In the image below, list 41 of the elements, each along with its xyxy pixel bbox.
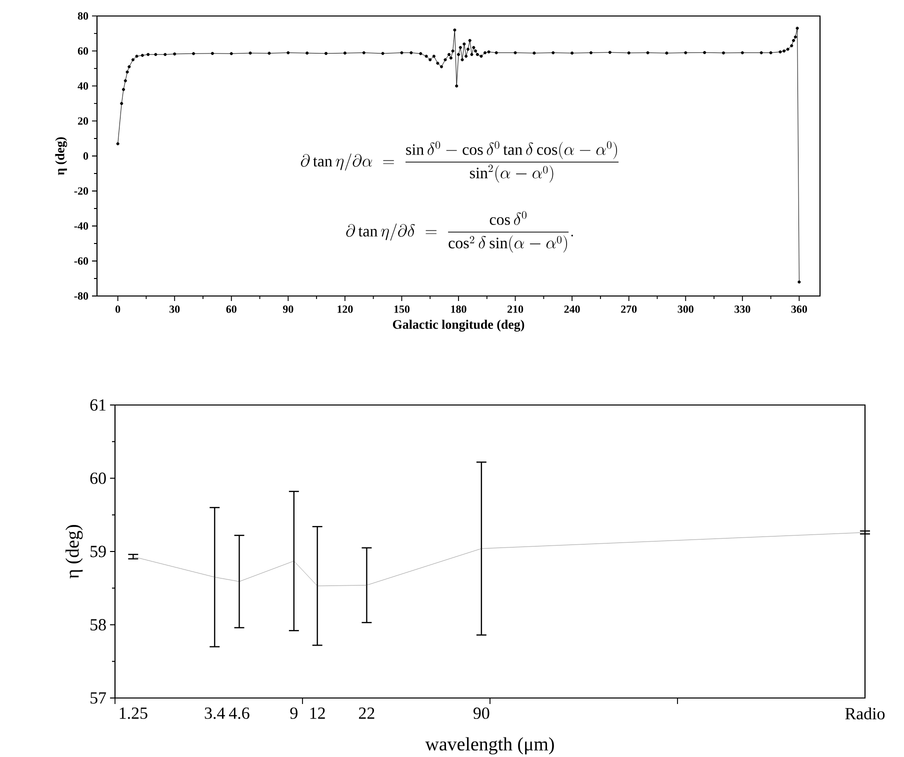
- x-tick-label: 180: [451, 306, 466, 313]
- x-tick-label: 300: [678, 306, 694, 313]
- x-tick-label: 9: [290, 707, 298, 719]
- y-tick-label: 0: [83, 152, 88, 160]
- x-axis-title: wavelength (μm): [425, 737, 554, 754]
- y-axis-title: η (deg): [55, 137, 68, 176]
- y-tick-label: 80: [78, 12, 88, 20]
- y-tick-label: 58: [90, 619, 106, 630]
- x-tick-label: 22: [358, 707, 374, 719]
- x-tick-label: 360: [791, 306, 807, 313]
- y-tick-label: 60: [90, 472, 106, 484]
- x-tick-label: 3.4: [204, 707, 225, 719]
- y-tick-label: -20: [74, 187, 88, 195]
- y-tick-label: -40: [74, 222, 88, 230]
- x-tick-label: 12: [310, 707, 325, 719]
- x-tick-label: 90: [282, 306, 294, 313]
- y-tick-label: 59: [90, 546, 106, 558]
- y-tick-label: -60: [74, 257, 88, 265]
- x-tick-label: 60: [226, 306, 236, 313]
- x-tick-label: 330: [734, 306, 750, 313]
- y-tick-label: 40: [78, 82, 88, 90]
- x-tick-label: 150: [394, 306, 410, 313]
- x-tick-label: 270: [621, 306, 637, 313]
- x-tick-label: Radio: [845, 708, 885, 720]
- y-tick-label: -80: [74, 292, 88, 300]
- x-axis-title: Galactic longitude (deg): [392, 320, 524, 332]
- y-tick-label: 60: [78, 47, 88, 55]
- annotation: $\partial\tan\eta/\partial\delta \;=\; \frac{\cos\delta^0}{\cos^2\delta\sin(\alpha-\alpha^0)}.$: [346, 211, 573, 253]
- x-tick-label: 1.25: [120, 707, 148, 719]
- x-tick-label: 0: [116, 306, 120, 313]
- x-tick-label: 120: [338, 306, 353, 313]
- x-tick-label: 90: [474, 707, 490, 719]
- x-tick-label: 240: [564, 306, 580, 313]
- x-tick-label: 30: [170, 306, 180, 313]
- x-tick-label: 210: [508, 306, 524, 313]
- x-tick-label: 4.6: [229, 707, 250, 719]
- y-tick-label: 20: [78, 117, 88, 125]
- annotation: $\partial\tan\eta/\partial\alpha \;=\; \frac{\sin\delta^0-\cos\delta^0\tan\delta\cos(\alpha-\alpha^0)}{\sin^2(\alpha-\alpha^0)}$: [300, 141, 619, 183]
- y-tick-label: 61: [90, 399, 106, 411]
- y-axis-title: η (deg): [66, 525, 83, 578]
- y-tick-label: 57: [90, 692, 106, 704]
